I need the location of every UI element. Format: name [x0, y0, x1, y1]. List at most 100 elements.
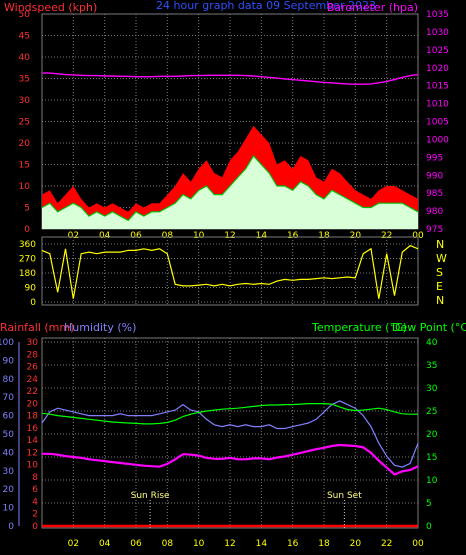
rainfall-y-tick: 18	[27, 412, 39, 422]
direction-y-tick: 360	[19, 240, 36, 250]
compass-label: E	[436, 280, 443, 293]
rainfall-y-tick: 10	[27, 461, 39, 471]
wind-panel-series	[41, 72, 419, 229]
wind-x-tick: 18	[318, 231, 330, 241]
wind-x-tick: 20	[350, 231, 362, 241]
barometer-y-tick: 975	[426, 225, 443, 235]
temp-x-tick: 12	[224, 539, 235, 549]
wind-y-tick: 15	[19, 161, 30, 171]
barometer-y-tick: 1025	[426, 46, 449, 56]
wind-y-tick: 45	[19, 32, 30, 42]
barometer-y-tick: 1005	[426, 118, 449, 128]
temp-x-tick: 20	[350, 539, 362, 549]
wind-panel-axes: 0510152025303540455097598098599099510001…	[19, 10, 450, 241]
humidity-y-tick: 100	[0, 338, 14, 348]
temperature-axis-title: Temperature (°C)	[311, 321, 407, 334]
sun-set-label: Sun Set	[327, 491, 362, 501]
humidity-y-tick: 90	[3, 356, 15, 366]
barometer-y-tick: 985	[426, 189, 443, 199]
wind-y-tick: 5	[24, 204, 30, 214]
rainfall-y-tick: 24	[27, 375, 39, 385]
direction-y-tick: 90	[25, 284, 37, 294]
temperature-y-tick: 0	[426, 522, 432, 532]
direction-y-tick: 0	[30, 298, 36, 308]
rainfall-y-tick: 30	[27, 338, 39, 348]
barometer-y-tick: 1030	[426, 28, 449, 38]
wind-x-tick: 14	[256, 231, 268, 241]
wind-y-tick: 30	[19, 96, 31, 106]
rainfall-y-tick: 2	[32, 510, 38, 520]
barometer-y-tick: 1035	[426, 10, 449, 20]
humidity-line	[41, 400, 419, 468]
rainfall-y-tick: 8	[32, 473, 38, 483]
direction-y-tick: 180	[19, 269, 36, 279]
direction-y-tick: 270	[19, 255, 36, 265]
temp-x-tick: 10	[193, 539, 205, 549]
wind-y-tick: 40	[19, 53, 31, 63]
temperature-y-tick: 20	[426, 430, 438, 440]
temp-panel-series	[41, 400, 419, 528]
barometer-y-tick: 1000	[426, 135, 449, 145]
wind-x-tick: 02	[68, 231, 79, 241]
wind-y-tick: 25	[19, 118, 30, 128]
wind-x-tick: 08	[162, 231, 174, 241]
rainfall-y-tick: 28	[27, 350, 39, 360]
humidity-y-tick: 40	[3, 448, 15, 458]
humidity-y-tick: 20	[3, 485, 15, 495]
barometer-y-tick: 990	[426, 171, 443, 181]
humidity-y-tick: 60	[3, 412, 15, 422]
temp-x-tick: 16	[287, 539, 299, 549]
rainfall-y-tick: 0	[32, 522, 38, 532]
rainfall-y-tick: 12	[27, 448, 38, 458]
rainfall-y-tick: 14	[27, 436, 39, 446]
wind-y-tick: 0	[24, 225, 30, 235]
rainfall-y-tick: 4	[32, 497, 38, 507]
wind-y-tick: 35	[19, 75, 30, 85]
rainfall-y-tick: 16	[27, 424, 39, 434]
wind-x-tick: 06	[130, 231, 142, 241]
temp-x-tick: 08	[162, 539, 174, 549]
temperature-y-tick: 15	[426, 453, 437, 463]
temp-panel-annotations: Sun Rise Sun Set	[131, 491, 362, 528]
barometer-y-tick: 980	[426, 207, 443, 217]
wind-x-tick: 04	[99, 231, 111, 241]
barometer-y-tick: 1020	[426, 64, 449, 74]
dewpoint-line	[42, 443, 419, 476]
temp-x-tick: 06	[130, 539, 142, 549]
humidity-y-tick: 30	[3, 467, 15, 477]
compass-label: N	[436, 294, 444, 307]
rainfall-y-tick: 26	[27, 363, 39, 373]
compass-label: S	[436, 266, 443, 279]
wind-y-tick: 10	[19, 182, 31, 192]
temp-x-tick: 00	[412, 539, 424, 549]
temp-x-tick: 02	[68, 539, 79, 549]
barometer-y-tick: 1015	[426, 82, 449, 92]
temperature-humidity-panel: 0510152025303540010203040506070809010002…	[0, 337, 438, 549]
barometer-y-tick: 995	[426, 153, 443, 163]
direction-panel-grid	[42, 237, 419, 305]
temperature-line	[41, 403, 418, 425]
wind-y-tick: 50	[19, 10, 31, 20]
wind-direction-line	[41, 244, 419, 299]
wind-y-tick: 20	[19, 139, 31, 149]
dewpoint-axis-title: Dew Point (°C)	[392, 321, 466, 334]
temperature-y-tick: 5	[426, 499, 432, 509]
humidity-y-tick: 70	[3, 393, 15, 403]
temp-x-tick: 04	[99, 539, 111, 549]
wind-x-tick: 10	[193, 231, 205, 241]
wind-average-line	[41, 154, 419, 222]
rainfall-y-tick: 20	[27, 399, 39, 409]
temperature-y-tick: 35	[426, 361, 437, 371]
compass-label: W	[436, 252, 447, 265]
temp-x-tick: 18	[318, 539, 330, 549]
humidity-y-tick: 80	[3, 375, 15, 385]
barometer-axis-title: Barometer (hpa)	[327, 1, 418, 14]
sun-rise-label: Sun Rise	[131, 491, 170, 501]
humidity-y-tick: 50	[3, 430, 15, 440]
humidity-y-tick: 0	[8, 522, 14, 532]
temp-panel-axes: 0510152025303540010203040506070809010002…	[0, 338, 438, 549]
wind-barometer-panel: 0510152025303540455097598098599099510001…	[19, 10, 450, 241]
